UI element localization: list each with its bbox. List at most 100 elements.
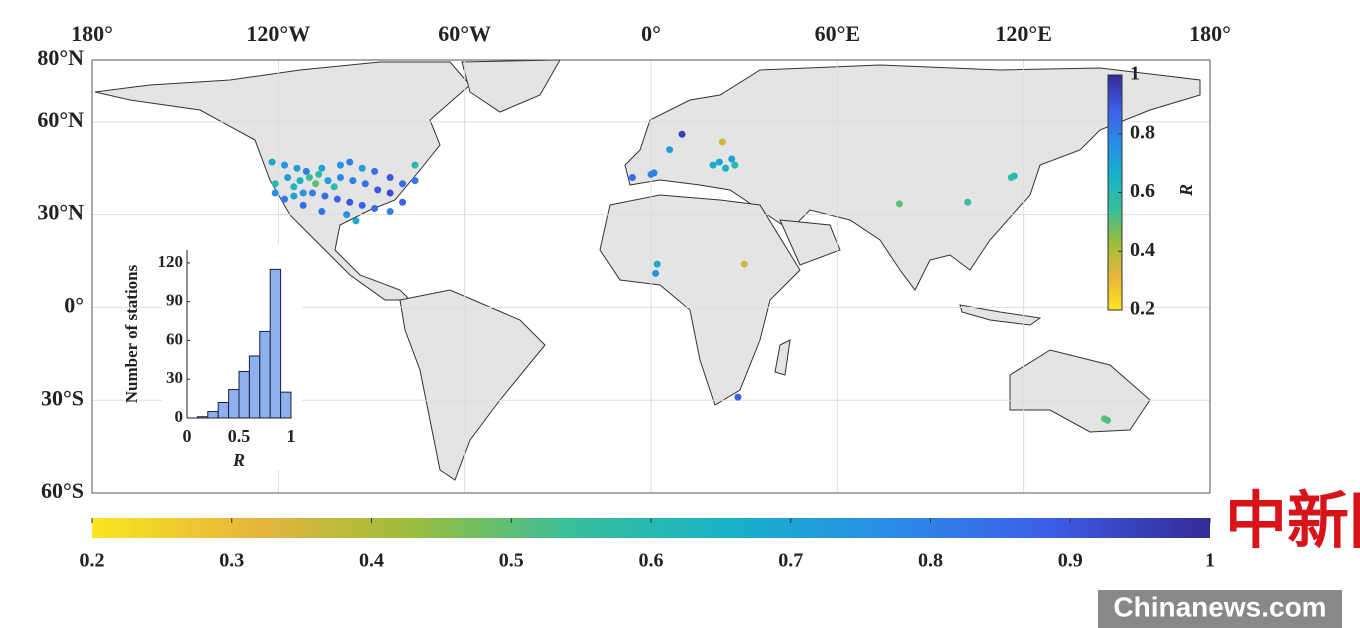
y-tick-label: 30°S: [41, 385, 84, 410]
inset-y-tick-label: 60: [166, 329, 183, 348]
station: [352, 217, 360, 225]
y-tick-label: 60°S: [41, 478, 84, 503]
station: [666, 146, 674, 154]
station: [386, 189, 394, 197]
station: [411, 177, 419, 185]
station: [731, 161, 739, 169]
station: [652, 269, 660, 277]
madagascar: [774, 339, 791, 376]
colorbar-tick-label: 0.8: [918, 550, 943, 572]
station: [336, 161, 344, 169]
station: [358, 201, 366, 209]
watermark-box: [1098, 590, 1342, 628]
colorbar-tick-label: 0.6: [1130, 180, 1155, 202]
map-frame: [91, 59, 1211, 494]
station: [349, 177, 357, 185]
watermark-logo: 中新网: [1225, 487, 1360, 556]
hist-bar: [217, 401, 230, 419]
y-tick-label: 80°N: [37, 45, 84, 70]
inset-x-tick-label: 1: [287, 426, 296, 446]
station: [653, 260, 661, 268]
hist-bar: [259, 330, 271, 419]
station: [336, 174, 344, 182]
station: [709, 161, 717, 169]
station: [321, 192, 329, 200]
y-tick-label: 0°: [64, 292, 84, 317]
x-tick-label: 60°E: [815, 21, 860, 46]
inset-y-label: Number of stations: [122, 264, 141, 403]
station: [399, 198, 407, 206]
station: [281, 195, 289, 203]
station: [299, 201, 307, 209]
station: [299, 189, 307, 197]
hist-bar: [280, 391, 292, 419]
y-tick-label: 60°N: [37, 107, 84, 132]
station: [386, 208, 394, 216]
station: [718, 138, 726, 146]
station: [333, 195, 341, 203]
station: [650, 169, 658, 177]
colorbar-tick-label: 0.4: [359, 550, 384, 572]
colorbar-tick-label: 0.2: [80, 550, 105, 572]
station: [324, 177, 332, 185]
station: [678, 130, 686, 138]
station: [315, 170, 323, 178]
station: [343, 211, 351, 219]
station: [290, 192, 298, 200]
station: [346, 198, 354, 206]
station: [628, 174, 636, 182]
colorbar-tick-label: 0.6: [639, 550, 664, 572]
colorbar-tick-label: 0.8: [1130, 121, 1155, 143]
colorbar-tick-label: 0.4: [1130, 239, 1155, 261]
station: [284, 174, 292, 182]
colorbar-tick-label: 0.3: [219, 550, 244, 572]
eurasia: [624, 64, 1201, 291]
station: [399, 180, 407, 188]
station: [268, 158, 276, 166]
station: [728, 155, 736, 163]
x-tick-label: 60°W: [438, 21, 491, 46]
station: [271, 180, 279, 188]
x-tick-label: 0°: [641, 21, 661, 46]
land: [94, 59, 1201, 481]
station: [318, 164, 326, 172]
watermark-site: Chinanews.com: [1113, 591, 1326, 622]
x-tick-label: 180°: [1189, 21, 1231, 46]
inset-x-tick-label: 0.5: [228, 426, 251, 446]
south-america: [399, 289, 546, 481]
inset-y-tick-label: 0: [175, 407, 184, 426]
inset-y-tick-label: 90: [166, 291, 183, 310]
colorbar-label: R: [1176, 184, 1196, 197]
x-tick-label: 120°E: [995, 21, 1051, 46]
hist-bar: [269, 268, 282, 419]
inset: 0 0.5 1 0 30 60 90 120 R Number of stations: [122, 250, 296, 470]
station: [715, 158, 723, 166]
station: [302, 167, 310, 175]
hist-bar: [248, 355, 261, 419]
station: [722, 164, 730, 172]
x-tick-label: 120°W: [246, 21, 310, 46]
inset-y-tick-label: 120: [158, 252, 184, 271]
x-tick-label: 180°: [71, 21, 113, 46]
africa: [599, 194, 801, 406]
arabia: [779, 219, 841, 266]
station: [346, 158, 354, 166]
station: [411, 161, 419, 169]
station: [740, 260, 748, 268]
station: [386, 174, 394, 182]
station: [734, 393, 742, 401]
indonesia: [959, 304, 1042, 326]
colorbar-tick-label: 0.2: [1130, 298, 1155, 320]
inset-y-tick-label: 30: [166, 368, 183, 387]
station: [371, 167, 379, 175]
station: [305, 174, 313, 182]
colorbar-tick-label: 0.7: [778, 550, 803, 572]
station: [318, 208, 326, 216]
station: [895, 200, 903, 208]
hist-bar: [238, 370, 250, 419]
station: [371, 204, 379, 212]
station: [312, 180, 320, 188]
station: [290, 183, 298, 191]
station: [358, 164, 366, 172]
